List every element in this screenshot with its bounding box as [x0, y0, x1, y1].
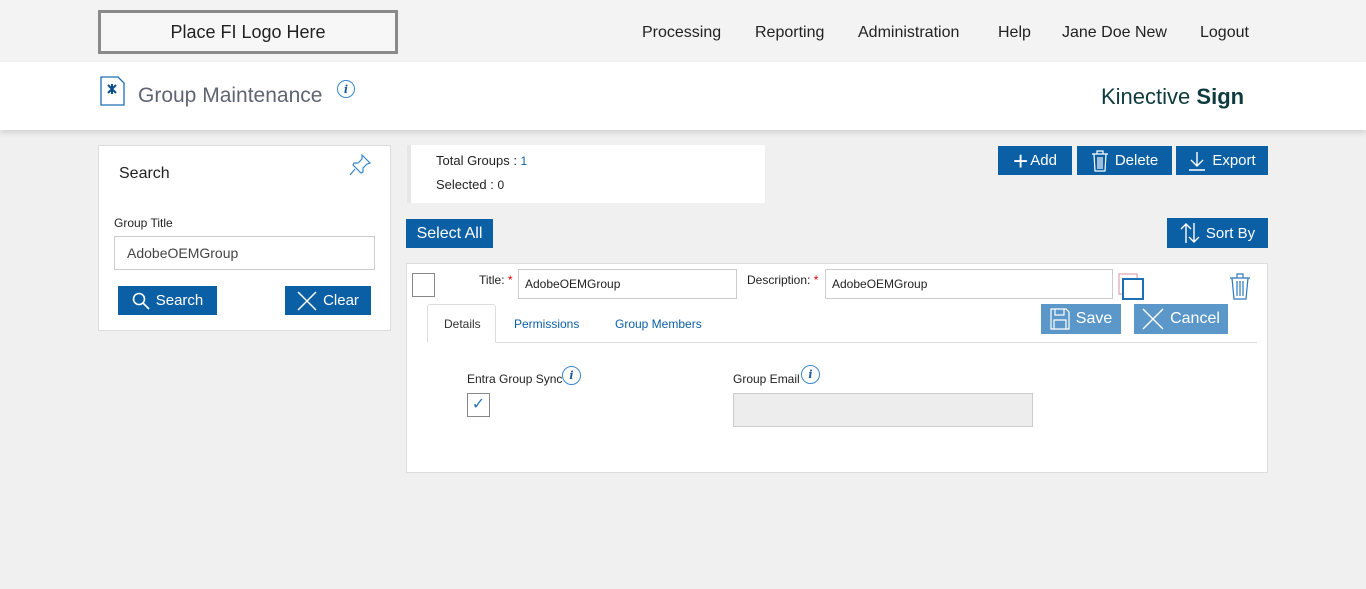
sort-by-button[interactable]: Sort By: [1167, 218, 1268, 248]
search-button-label: Search: [155, 292, 204, 309]
info-icon[interactable]: i: [562, 366, 581, 385]
export-button[interactable]: Export: [1176, 146, 1268, 175]
tab-details[interactable]: Details: [427, 304, 496, 343]
logo-placeholder: Place FI Logo Here: [98, 10, 398, 54]
copy-icon[interactable]: [1118, 273, 1146, 301]
sort-icon: [1180, 223, 1200, 243]
cancel-label: Cancel: [1170, 310, 1220, 327]
nav-user[interactable]: Jane Doe New: [1062, 24, 1167, 41]
clear-button[interactable]: Clear: [285, 286, 371, 315]
nav-administration[interactable]: Administration: [858, 24, 960, 41]
record-select-checkbox[interactable]: [412, 273, 435, 297]
description-input[interactable]: AdobeOEMGroup: [825, 269, 1113, 299]
search-icon: [132, 292, 150, 310]
trash-icon[interactable]: [1229, 273, 1251, 301]
download-icon: [1189, 151, 1206, 171]
cancel-button[interactable]: Cancel: [1134, 304, 1228, 334]
nav-help[interactable]: Help: [998, 24, 1031, 41]
nav-processing[interactable]: Processing: [642, 24, 722, 41]
info-icon[interactable]: i: [337, 80, 355, 98]
title-input[interactable]: AdobeOEMGroup: [518, 269, 737, 299]
export-label: Export: [1212, 152, 1256, 169]
page-title: Group Maintenance: [138, 84, 323, 107]
info-icon[interactable]: i: [801, 365, 820, 384]
search-button[interactable]: Search: [118, 286, 217, 315]
entra-group-sync-label: Entra Group Sync: [467, 372, 563, 386]
delete-label: Delete: [1114, 152, 1159, 169]
sort-by-label: Sort By: [1205, 224, 1256, 242]
select-all-button[interactable]: Select All: [406, 219, 493, 248]
brand-logo: Kinective Sign: [1101, 84, 1245, 109]
page-header: [0, 62, 1366, 130]
group-title-label: Group Title: [114, 216, 173, 230]
title-label: Title: *: [479, 273, 513, 287]
total-groups: Total Groups : 1: [436, 153, 528, 168]
nav-logout[interactable]: Logout: [1200, 24, 1249, 41]
selected-count: Selected : 0: [436, 177, 505, 192]
group-title-input[interactable]: AdobeOEMGroup: [114, 236, 375, 270]
delete-button[interactable]: Delete: [1077, 146, 1172, 175]
tab-permissions[interactable]: Permissions: [514, 316, 580, 331]
tab-group-members[interactable]: Group Members: [615, 316, 702, 331]
save-label: Save: [1075, 310, 1113, 327]
group-document-icon: [100, 76, 125, 106]
pin-icon[interactable]: [348, 153, 372, 177]
group-email-input[interactable]: [733, 393, 1033, 427]
summary-panel: Total Groups : 1 Selected : 0: [407, 145, 765, 203]
entra-group-sync-checkbox[interactable]: ✓: [467, 393, 490, 417]
description-label: Description: *: [747, 273, 819, 287]
group-email-label: Group Email: [733, 372, 800, 386]
add-button[interactable]: + Add: [998, 146, 1072, 175]
add-label: Add: [1030, 152, 1057, 169]
nav-reporting[interactable]: Reporting: [755, 24, 825, 41]
search-heading: Search: [119, 165, 170, 182]
close-icon: [297, 290, 317, 311]
tabs-divider: [427, 342, 1257, 343]
trash-icon: [1091, 149, 1108, 172]
plus-icon: +: [1013, 145, 1029, 176]
save-icon: [1050, 308, 1070, 330]
close-icon: [1142, 308, 1164, 330]
clear-button-label: Clear: [323, 292, 359, 309]
save-button[interactable]: Save: [1041, 304, 1121, 334]
